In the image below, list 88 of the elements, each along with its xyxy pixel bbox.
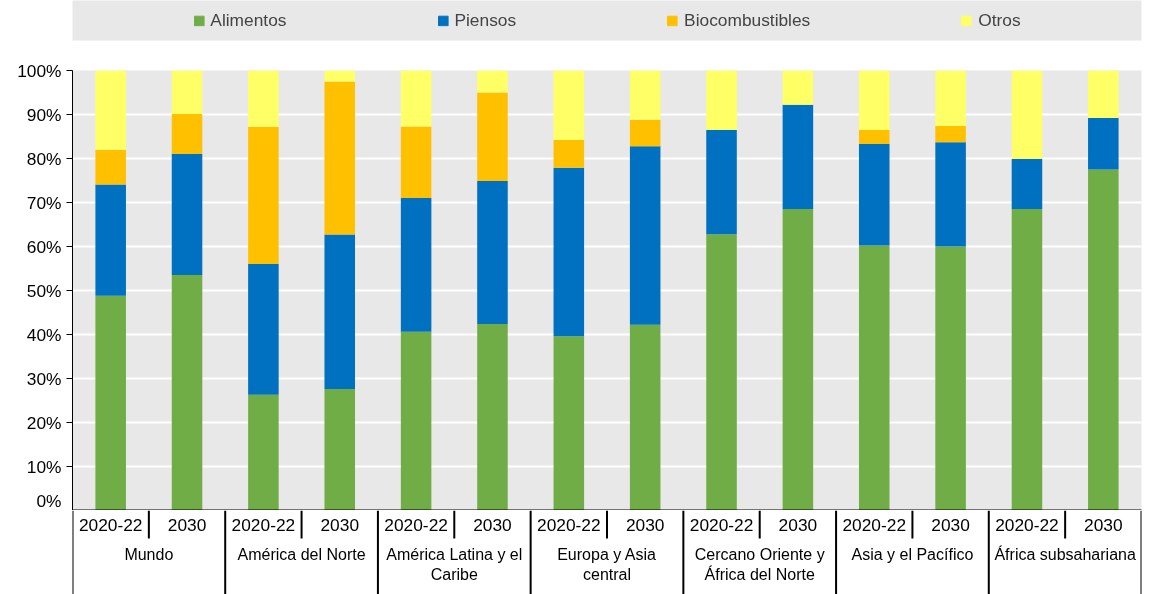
bar <box>1088 118 1119 170</box>
bar <box>858 70 890 130</box>
bar <box>629 70 661 120</box>
legend-label: Otros <box>978 9 1021 31</box>
bar <box>400 198 432 332</box>
bar <box>1011 70 1043 159</box>
text: África subsahariana <box>994 544 1136 563</box>
text: América del Norte <box>237 545 366 563</box>
x-tick-label: 2020-22 <box>995 514 1059 535</box>
text: Mundo <box>124 545 174 563</box>
y-tick-label: 40% <box>26 324 62 345</box>
bar <box>629 119 661 147</box>
bar <box>1088 169 1119 510</box>
x-tick-label: 2030 <box>473 514 512 535</box>
bar <box>553 70 585 141</box>
x-tick-label: 2030 <box>625 514 665 535</box>
y-tick-label: 90% <box>26 104 62 125</box>
bar <box>171 275 203 510</box>
bar <box>1011 158 1043 210</box>
bar <box>706 70 737 130</box>
x-tick-label: 2030 <box>1084 514 1123 535</box>
bar <box>935 70 966 126</box>
bar <box>477 323 508 510</box>
bar <box>1011 209 1043 510</box>
bar <box>782 209 814 510</box>
y-tick-label: 0% <box>36 490 62 511</box>
x-tick-label: 2030 <box>931 514 970 535</box>
bar <box>858 245 890 510</box>
text: Cercano Oriente y África del Norte <box>694 545 825 583</box>
x-tick-label: 2030 <box>778 514 818 535</box>
bar <box>324 81 356 235</box>
y-tick-label: 100% <box>17 60 62 81</box>
bar <box>629 324 661 510</box>
bar <box>171 154 203 276</box>
bar <box>935 246 966 510</box>
y-tick-label: 60% <box>26 236 62 257</box>
bar <box>477 92 508 181</box>
bar <box>400 70 432 127</box>
bar <box>782 104 814 210</box>
bar <box>553 140 585 168</box>
bar <box>324 70 356 82</box>
x-tick-label: 2020-22 <box>537 514 601 535</box>
bar <box>400 126 432 199</box>
x-tick-label: 2020-22 <box>78 514 143 535</box>
x-tick-label: 2030 <box>320 514 360 535</box>
bar <box>1088 70 1119 119</box>
bar <box>935 125 966 143</box>
bar <box>629 146 661 325</box>
bar <box>935 142 966 247</box>
bar <box>248 70 279 127</box>
bar <box>477 180 508 324</box>
legend-label: Piensos <box>454 9 517 31</box>
bar <box>171 114 203 155</box>
bar <box>400 331 432 510</box>
x-tick-label: 2020-22 <box>231 514 296 535</box>
y-tick-label: 80% <box>26 148 62 169</box>
bar <box>248 394 279 510</box>
bar <box>553 167 585 337</box>
x-tick-label: 2020-22 <box>384 514 448 535</box>
bar <box>171 70 203 115</box>
x-tick-label: 2030 <box>167 514 207 535</box>
bar <box>553 336 585 510</box>
bar <box>248 126 279 265</box>
legend-label: Alimentos <box>210 9 287 31</box>
y-tick-label: 70% <box>26 192 62 213</box>
text: Europa y Asia central <box>557 545 657 583</box>
bar <box>95 70 126 150</box>
y-tick-label: 10% <box>26 456 62 477</box>
x-tick-label: 2020-22 <box>842 514 907 535</box>
bar <box>324 234 356 390</box>
y-tick-label: 30% <box>26 368 62 389</box>
bar <box>477 70 508 93</box>
bar <box>706 234 737 510</box>
bar <box>706 129 737 235</box>
legend-label: Biocombustibles <box>684 9 811 31</box>
bar <box>858 129 890 144</box>
text: América Latina y el Caribe <box>386 545 523 583</box>
bar <box>782 70 814 105</box>
bar <box>95 149 126 185</box>
bar <box>324 389 356 510</box>
y-tick-label: 20% <box>26 412 62 433</box>
bar <box>858 143 890 246</box>
x-tick-label: 2020-22 <box>689 514 754 535</box>
bar <box>95 295 126 510</box>
bar <box>248 264 279 395</box>
bar <box>95 184 126 296</box>
text: Asia y el Pacífico <box>851 545 974 563</box>
y-tick-label: 50% <box>26 280 62 301</box>
